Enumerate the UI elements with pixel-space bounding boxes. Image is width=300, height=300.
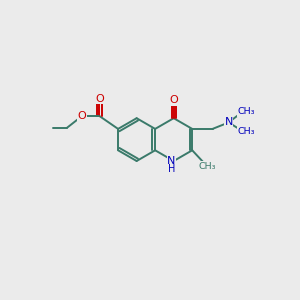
- Text: O: O: [169, 95, 178, 105]
- Text: N: N: [224, 118, 233, 128]
- Text: O: O: [78, 111, 86, 121]
- Text: CH₃: CH₃: [237, 107, 255, 116]
- Text: N: N: [167, 156, 176, 166]
- Text: O: O: [95, 94, 104, 103]
- Text: CH₃: CH₃: [199, 162, 216, 171]
- Text: CH₃: CH₃: [237, 127, 255, 136]
- Text: H: H: [168, 164, 175, 174]
